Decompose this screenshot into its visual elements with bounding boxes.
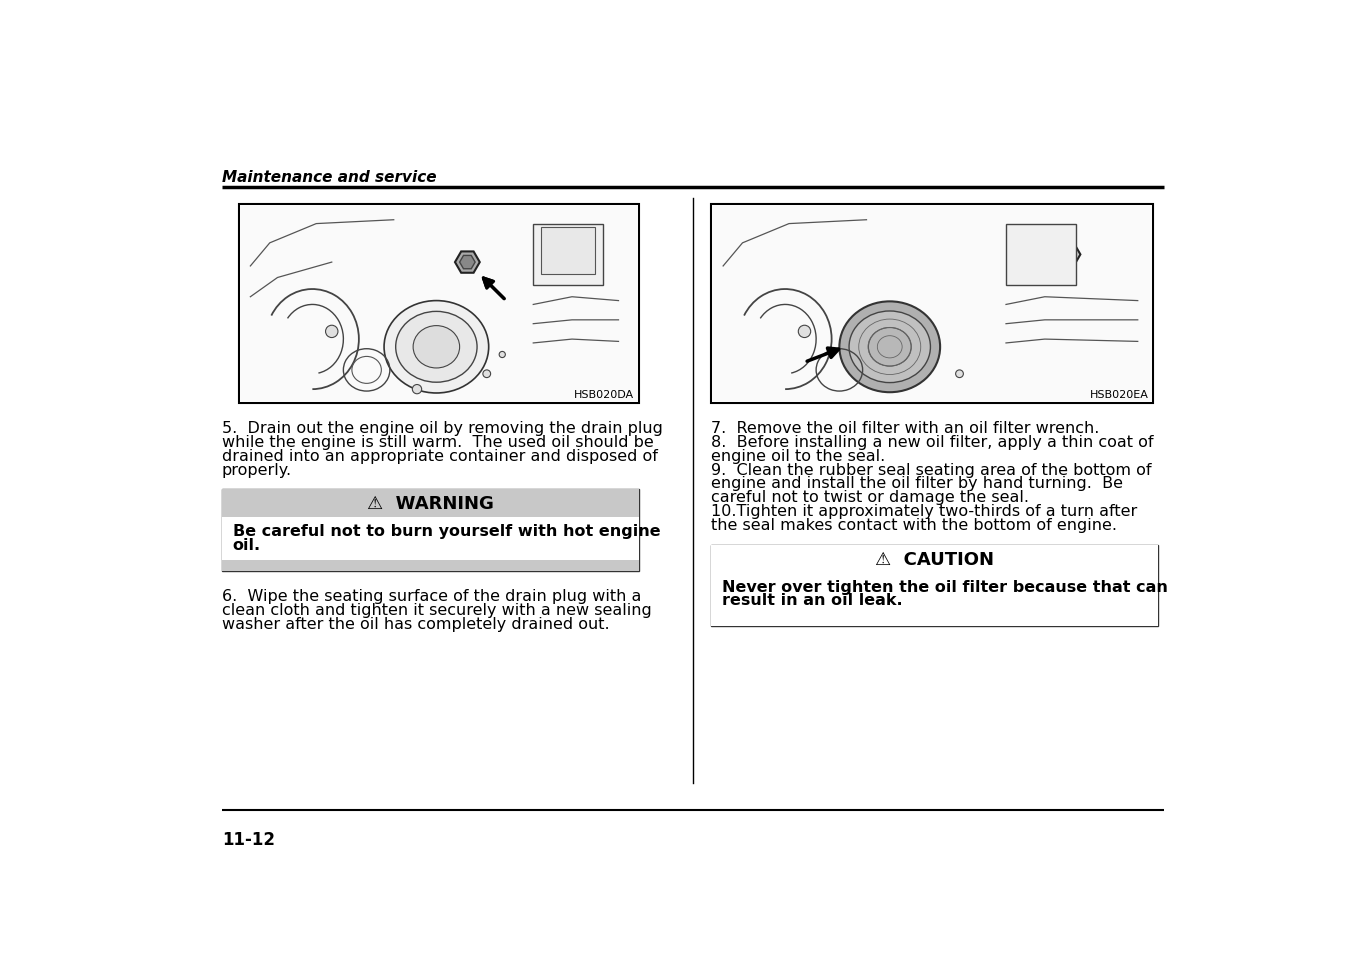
Circle shape (326, 326, 338, 338)
Text: careful not to twist or damage the seal.: careful not to twist or damage the seal. (711, 490, 1029, 505)
Text: clean cloth and tighten it securely with a new sealing: clean cloth and tighten it securely with… (222, 602, 652, 617)
Bar (222, 490, 638, 517)
Text: drained into an appropriate container and disposed of: drained into an appropriate container an… (222, 448, 657, 463)
Text: 10.Tighten it approximately two-thirds of a turn after: 10.Tighten it approximately two-thirds o… (711, 503, 1138, 518)
Text: 7.  Remove the oil filter with an oil filter wrench.: 7. Remove the oil filter with an oil fil… (711, 420, 1101, 436)
Bar (713, 206, 1152, 403)
Bar (239, 205, 638, 403)
Ellipse shape (384, 301, 488, 394)
Text: HSB020EA: HSB020EA (1090, 390, 1149, 399)
Bar (711, 573, 1157, 616)
Ellipse shape (868, 328, 911, 367)
Circle shape (499, 352, 506, 358)
Circle shape (412, 385, 422, 395)
Text: oil.: oil. (233, 537, 261, 553)
Text: 9.  Clean the rubber seal seating area of the bottom of: 9. Clean the rubber seal seating area of… (711, 462, 1152, 477)
Text: engine oil to the seal.: engine oil to the seal. (711, 448, 886, 463)
Bar (711, 616, 1157, 627)
Bar (239, 206, 638, 403)
Text: Be careful not to burn yourself with hot engine: Be careful not to burn yourself with hot… (233, 523, 660, 538)
Text: engine and install the oil filter by hand turning.  Be: engine and install the oil filter by han… (711, 476, 1124, 491)
Text: ⚠  WARNING: ⚠ WARNING (366, 495, 493, 513)
Text: HSB020DA: HSB020DA (573, 390, 634, 399)
Text: result in an oil leak.: result in an oil leak. (722, 593, 903, 608)
Ellipse shape (840, 302, 940, 393)
Text: 8.  Before installing a new oil filter, apply a thin coat of: 8. Before installing a new oil filter, a… (711, 435, 1155, 449)
Text: 5.  Drain out the engine oil by removing the drain plug: 5. Drain out the engine oil by removing … (222, 420, 662, 436)
Circle shape (956, 371, 964, 378)
Text: the seal makes contact with the bottom of engine.: the seal makes contact with the bottom o… (711, 517, 1118, 533)
Text: ⚠  CAUTION: ⚠ CAUTION (875, 550, 994, 568)
Bar (711, 545, 1157, 627)
Bar (222, 490, 638, 571)
Circle shape (483, 371, 491, 378)
Text: Maintenance and service: Maintenance and service (222, 170, 437, 185)
Ellipse shape (396, 312, 477, 383)
Text: 11-12: 11-12 (222, 830, 274, 847)
Text: while the engine is still warm.  The used oil should be: while the engine is still warm. The used… (222, 435, 653, 449)
Text: 6.  Wipe the seating surface of the drain plug with a: 6. Wipe the seating surface of the drain… (222, 588, 641, 603)
Bar (222, 517, 638, 560)
Bar (1006, 224, 1076, 286)
Bar (541, 228, 595, 274)
Circle shape (798, 326, 811, 338)
Ellipse shape (414, 326, 460, 369)
Bar (533, 224, 603, 286)
Text: properly.: properly. (222, 462, 292, 477)
Bar (222, 560, 638, 571)
Bar (711, 545, 1157, 573)
Ellipse shape (849, 312, 930, 383)
Bar (711, 205, 1153, 403)
Text: Never over tighten the oil filter because that can: Never over tighten the oil filter becaus… (722, 579, 1168, 594)
Text: washer after the oil has completely drained out.: washer after the oil has completely drai… (222, 616, 610, 631)
